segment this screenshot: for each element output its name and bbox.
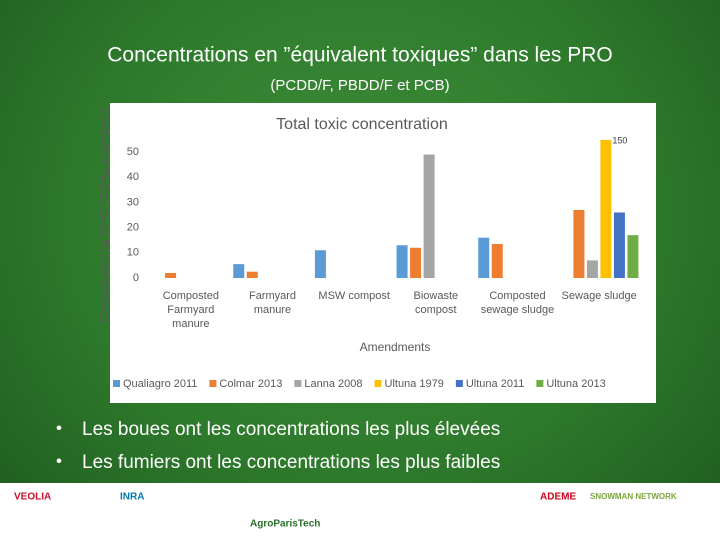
data-label: 150	[612, 135, 627, 145]
plot-area	[165, 140, 639, 278]
chart-panel	[110, 103, 656, 403]
bar	[586, 260, 598, 278]
y-tick-label: 40	[127, 171, 139, 183]
y-tick-label: 10	[127, 247, 139, 259]
bar	[246, 271, 258, 278]
x-tick-label: Composted sewage sludge	[481, 290, 554, 316]
bullet-marker: •	[56, 451, 62, 470]
bar	[573, 209, 585, 278]
legend-label: Ultuna 2013	[546, 378, 605, 390]
logo: SNOWMAN NETWORK	[590, 492, 677, 501]
y-tick-label: 20	[127, 222, 139, 234]
bullet-text: Les boues ont les concentrations les plu…	[82, 419, 500, 440]
bar	[410, 247, 422, 278]
y-tick-label: 50	[127, 146, 139, 158]
bullet-text: Les fumiers ont les concentrations les p…	[82, 452, 500, 473]
legend-label: Lanna 2008	[304, 378, 362, 390]
bar	[613, 212, 625, 278]
bar	[423, 154, 435, 278]
legend-swatch	[374, 380, 382, 387]
x-tick-label: MSW compost	[318, 290, 390, 302]
legend-swatch	[455, 380, 463, 387]
logo: ADEME	[540, 492, 576, 503]
bar	[491, 243, 503, 278]
legend-swatch	[536, 380, 544, 387]
x-tick-label: Composted Farmyard manure	[163, 290, 219, 330]
legend-swatch	[294, 380, 302, 387]
bar	[314, 250, 326, 278]
legend-swatch	[209, 380, 217, 387]
logo-strip	[0, 483, 720, 540]
y-axis-label: Concentration ng WHO-TEQ/kg amendment	[98, 107, 110, 323]
logo: AgroParisTech	[250, 519, 320, 530]
x-tick-label: Sewage sludge	[562, 290, 637, 302]
bar	[165, 272, 177, 278]
legend-label: Ultuna 1979	[385, 378, 444, 390]
bar	[600, 140, 612, 278]
logo: INRA	[120, 492, 144, 503]
legend-label: Qualiagro 2011	[123, 378, 197, 390]
legend-swatch	[113, 380, 120, 387]
x-tick-label: Biowaste compost	[414, 290, 459, 316]
chart-title: Total toxic concentration	[276, 116, 448, 133]
bullet-marker: •	[56, 418, 62, 437]
slide-subtitle: (PCDD/F, PBDD/F et PCB)	[270, 77, 449, 94]
bar	[396, 245, 408, 278]
x-tick-label: Farmyard manure	[249, 290, 296, 316]
x-axis-label: Amendments	[360, 340, 431, 354]
legend-label: Colmar 2013	[219, 378, 282, 390]
bar	[233, 264, 245, 278]
legend-label: Ultuna 2011	[466, 378, 525, 390]
slide-title: Concentrations en ”équivalent toxiques” …	[107, 44, 612, 67]
y-tick-label: 0	[133, 272, 139, 284]
logo: VEOLIA	[14, 492, 51, 503]
y-tick-label: 30	[127, 196, 139, 208]
bar	[478, 237, 490, 278]
bar	[627, 235, 639, 278]
